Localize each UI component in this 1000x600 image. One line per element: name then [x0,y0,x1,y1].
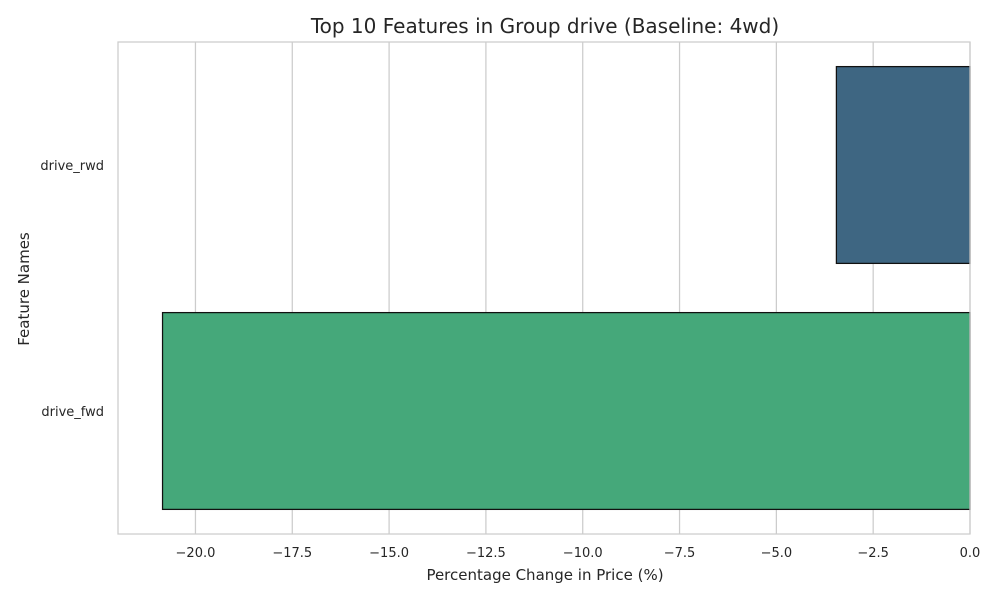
y-tick-label: drive_rwd [40,159,104,174]
x-tick-label: −5.0 [761,546,793,561]
y-tick-labels: drive_rwd drive_fwd [40,159,104,420]
plot-frame [117,41,971,535]
x-tick-label: −12.5 [466,546,506,561]
x-tick-label: −17.5 [272,546,312,561]
bar-drive-rwd [835,65,971,265]
x-tick-label: −20.0 [176,546,216,561]
bars [161,65,971,511]
x-tick-label: −7.5 [664,546,696,561]
x-axis-label: Percentage Change in Price (%) [426,566,663,584]
chart-title: Top 10 Features in Group drive (Baseline… [310,14,779,38]
bar-drive-fwd [161,311,971,511]
x-tick-labels: −20.0 −17.5 −15.0 −12.5 −10.0 −7.5 −5.0 −2.5 0.0 [176,546,981,561]
x-tick-label: −10.0 [563,546,603,561]
y-axis-label: Feature Names [15,232,33,346]
x-tick-label: −15.0 [369,546,409,561]
y-tick-label: drive_fwd [41,405,104,420]
x-tick-label: 0.0 [960,546,981,561]
x-tick-label: −2.5 [857,546,889,561]
